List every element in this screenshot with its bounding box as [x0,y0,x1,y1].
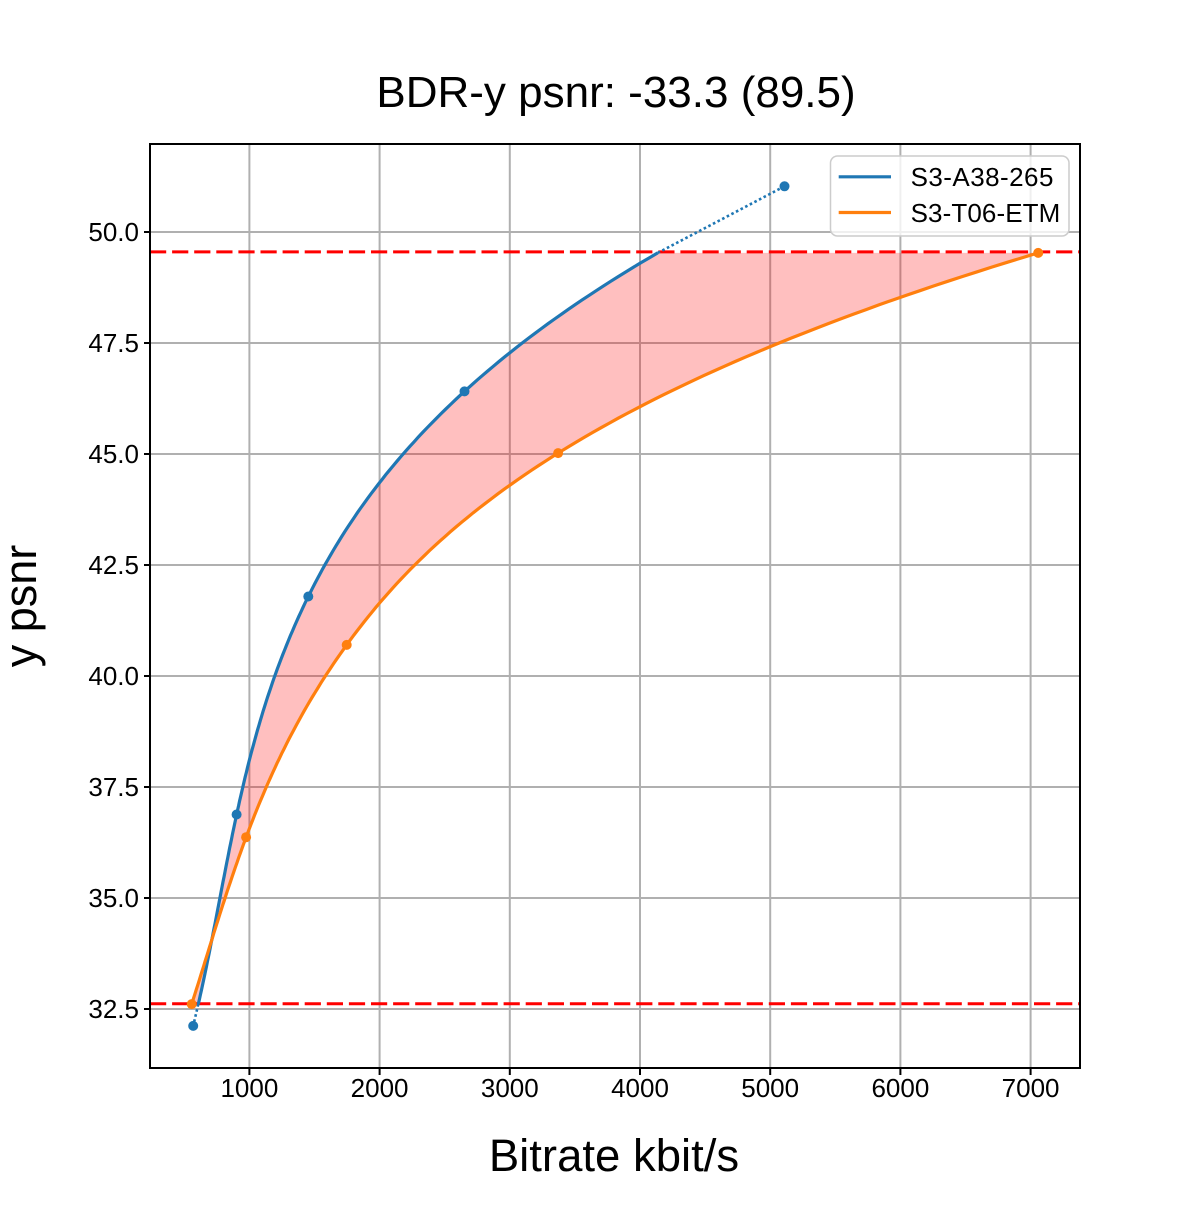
svg-text:2000: 2000 [351,1073,409,1103]
svg-text:S3-T06-ETM: S3-T06-ETM [911,198,1061,228]
svg-text:32.5: 32.5 [88,994,139,1024]
svg-text:35.0: 35.0 [88,883,139,913]
svg-text:4000: 4000 [611,1073,669,1103]
svg-text:45.0: 45.0 [88,439,139,469]
svg-text:Bitrate kbit/s: Bitrate kbit/s [489,1130,739,1181]
svg-text:37.5: 37.5 [88,772,139,802]
svg-text:50.0: 50.0 [88,217,139,247]
svg-text:BDR-y psnr: -33.3 (89.5): BDR-y psnr: -33.3 (89.5) [376,68,855,117]
svg-text:47.5: 47.5 [88,328,139,358]
svg-text:1000: 1000 [220,1073,278,1103]
svg-text:y psnr: y psnr [0,545,46,668]
svg-text:6000: 6000 [871,1073,929,1103]
svg-text:42.5: 42.5 [88,550,139,580]
svg-text:40.0: 40.0 [88,661,139,691]
svg-text:5000: 5000 [741,1073,799,1103]
svg-text:3000: 3000 [481,1073,539,1103]
svg-text:S3-A38-265: S3-A38-265 [911,162,1054,192]
svg-text:7000: 7000 [1002,1073,1060,1103]
